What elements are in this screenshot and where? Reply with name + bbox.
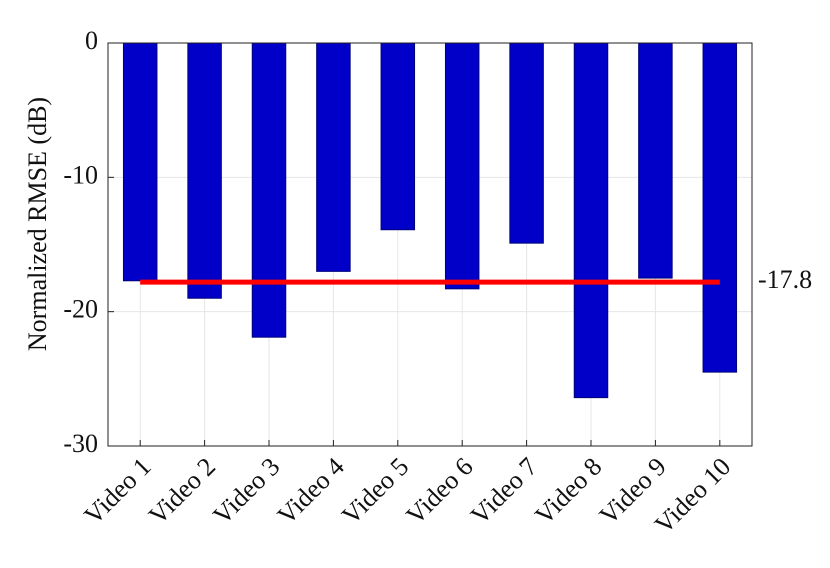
- y-tick-label: -30: [63, 429, 98, 458]
- reference-label: -17.8: [758, 265, 812, 294]
- bar: [573, 42, 609, 399]
- x-tick-label: Video 7: [465, 452, 543, 530]
- x-tick-label: Video 5: [336, 452, 414, 530]
- bar: [187, 42, 222, 299]
- x-tick-label: Video 2: [143, 452, 221, 530]
- axes-box: [107, 42, 753, 447]
- bar: [638, 42, 673, 279]
- x-tick-label: Video 6: [401, 452, 479, 530]
- x-tick-label: Video 4: [272, 452, 350, 530]
- bar: [380, 42, 416, 231]
- bar: [509, 42, 544, 244]
- bar: [251, 42, 287, 338]
- y-tick-label: -20: [63, 295, 98, 324]
- y-tick-label: 0: [85, 26, 98, 55]
- bar: [702, 42, 738, 373]
- x-tick-label: Video 1: [79, 452, 157, 530]
- y-tick-label: -10: [63, 160, 98, 189]
- y-axis-label: Normalized RMSE (dB): [23, 97, 52, 351]
- bar: [316, 42, 351, 272]
- bar: [444, 42, 480, 290]
- x-tick-label: Video 3: [207, 452, 285, 530]
- x-tick-label: Video 8: [529, 452, 607, 530]
- bar: [122, 42, 158, 282]
